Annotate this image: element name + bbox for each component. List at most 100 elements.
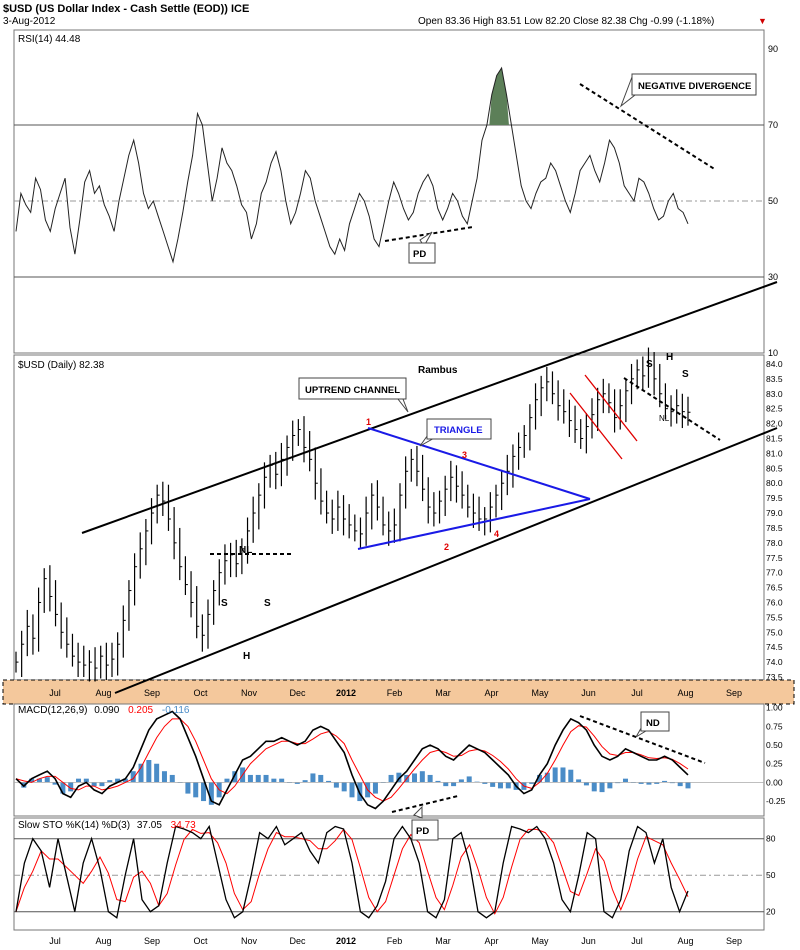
callout-macd-nd-text: ND	[646, 718, 660, 729]
macd-hist-bar-12	[107, 780, 113, 783]
macd-label-signal: 0.205	[128, 705, 153, 716]
top-hs-nl-label: NL	[659, 414, 670, 423]
macd-hist-bar-25	[208, 782, 214, 805]
macd-hist-bar-73	[583, 782, 589, 786]
macd-hist-bar-18	[154, 763, 160, 783]
macd-hist-bar-9	[83, 778, 89, 783]
inverse-hs-right-shoulder: S	[264, 598, 271, 609]
callout-macd-nd: ND	[635, 711, 670, 738]
macd-hist-bar-32	[263, 774, 269, 783]
macd-hist-bar-37	[302, 780, 308, 783]
rsi-ytick-70: 70	[768, 120, 778, 130]
x-tick-label-0-11: Jun	[581, 688, 596, 698]
x-tick-label-1-3: Oct	[193, 936, 208, 946]
macd-hist-bar-58	[466, 776, 472, 783]
sto-label-d: 34.73	[171, 820, 196, 831]
macd-hist-bar-69	[552, 767, 558, 783]
price-label: $USD (Daily) 82.38	[18, 360, 105, 371]
rsi-ytick-30: 30	[768, 272, 778, 282]
inverse-hs-nl-label: NL	[239, 545, 252, 556]
macd-hist-bar-43	[349, 782, 355, 798]
sto-layer: 20 50 80	[14, 824, 776, 919]
macd-hist-bar-60	[482, 782, 488, 784]
macd-label-hist: -0.116	[162, 705, 190, 716]
inverse-hs-head: H	[243, 651, 250, 662]
macd-hist-bar-77	[615, 782, 621, 784]
macd-hist-bar-14	[122, 778, 128, 783]
price-ytick-79: 79.0	[766, 508, 783, 518]
macd-hist-bar-71	[568, 769, 574, 783]
macd-hist-bar-5	[52, 782, 58, 785]
macd-hist-bar-15	[130, 771, 136, 783]
callout-negative-divergence-text: NEGATIVE DIVERGENCE	[638, 81, 751, 92]
x-tick-label-0-9: Apr	[484, 688, 498, 698]
callout-uptrend-channel-text: UPTREND CHANNEL	[305, 385, 400, 396]
top-hs-left-shoulder: S	[646, 359, 653, 370]
macd-hist-bar-83	[662, 780, 668, 783]
rsi-ytick-10: 10	[768, 348, 778, 358]
macd-hist-bar-70	[560, 767, 566, 783]
price-ytick-75.5: 75.5	[766, 612, 783, 622]
sto-label: Slow STO %K(14) %D(3) 37.05 34.73	[18, 820, 196, 831]
price-ytick-74: 74.0	[766, 657, 783, 667]
chart-date: 3-Aug-2012	[3, 16, 56, 27]
price-ytick-81.5: 81.5	[766, 433, 783, 443]
sto-label-main: Slow STO %K(14) %D(3)	[18, 820, 130, 831]
price-ytick-78.5: 78.5	[766, 523, 783, 533]
macd-hist-bar-81	[646, 782, 652, 785]
macd-ytick--0.25: -0.25	[766, 796, 786, 806]
macd-hist-bar-68	[544, 772, 550, 783]
macd-hist-bar-51	[412, 773, 418, 783]
macd-hist-bar-17	[146, 760, 152, 783]
macd-hist-bar-39	[318, 774, 324, 783]
price-ytick-75: 75.0	[766, 627, 783, 637]
macd-hist-bar-52	[419, 771, 425, 783]
price-ytick-81: 81.0	[766, 448, 783, 458]
x-tick-label-0-3: Oct	[193, 688, 208, 698]
price-ytick-76: 76.0	[766, 597, 783, 607]
price-layer: 73.5 74.0 74.5 75.0 75.5 76.0 76.5 77.0 77.5 78.0…	[15, 347, 783, 682]
macd-hist-bar-66	[529, 782, 535, 784]
macd-hist-bar-75	[599, 782, 605, 793]
macd-hist-bar-22	[185, 782, 191, 794]
macd-hist-bar-42	[341, 782, 347, 792]
price-ytick-74.5: 74.5	[766, 642, 783, 652]
macd-hist-bar-38	[310, 773, 316, 783]
macd-hist-bar-74	[591, 782, 597, 792]
rsi-label: RSI(14) 44.48	[18, 34, 81, 45]
macd-hist-bar-3	[36, 778, 42, 783]
macd-hist-bar-24	[201, 782, 207, 802]
triangle-upper-line	[367, 427, 591, 500]
macd-hist-bar-4	[44, 777, 50, 783]
price-ytick-80.5: 80.5	[766, 463, 783, 473]
macd-hist-bar-85	[677, 782, 683, 787]
ohlc-readout: Open 83.36 High 83.51 Low 82.20 Close 82…	[418, 16, 714, 27]
macd-hist-bar-33	[271, 778, 277, 783]
x-tick-label-0-2: Sep	[144, 688, 160, 698]
price-ytick-84: 84.0	[766, 359, 783, 369]
macd-ytick-0.75: 0.75	[766, 721, 783, 731]
macd-hist-bar-28	[232, 771, 238, 783]
macd-hist-bar-11	[99, 782, 105, 787]
rambus-label: Rambus	[418, 365, 458, 376]
x-tick-label-1-5: Dec	[289, 936, 306, 946]
macd-panel	[13, 703, 765, 817]
price-ytick-80: 80.0	[766, 478, 783, 488]
macd-hist-bar-2	[29, 778, 35, 783]
x-tick-label-0-0: Jul	[49, 688, 61, 698]
x-tick-label-1-10: May	[531, 936, 549, 946]
macd-line	[15, 710, 689, 810]
macd-ytick-0.5: 0.50	[766, 740, 783, 750]
macd-ytick-0: 0.00	[766, 777, 783, 787]
macd-hist-bar-30	[247, 774, 253, 783]
x-tick-label-0-6: 2012	[336, 688, 356, 698]
x-tick-label-1-7: Feb	[387, 936, 403, 946]
x-tick-label-1-1: Aug	[95, 936, 111, 946]
price-ytick-79.5: 79.5	[766, 493, 783, 503]
callout-triangle: TRIANGLE	[419, 418, 492, 447]
macd-hist-bar-34	[279, 778, 285, 783]
price-ytick-77: 77.0	[766, 568, 783, 578]
x-tick-label-0-14: Sep	[726, 688, 742, 698]
macd-hist-bar-46	[372, 782, 378, 794]
x-tick-label-0-10: May	[531, 688, 549, 698]
